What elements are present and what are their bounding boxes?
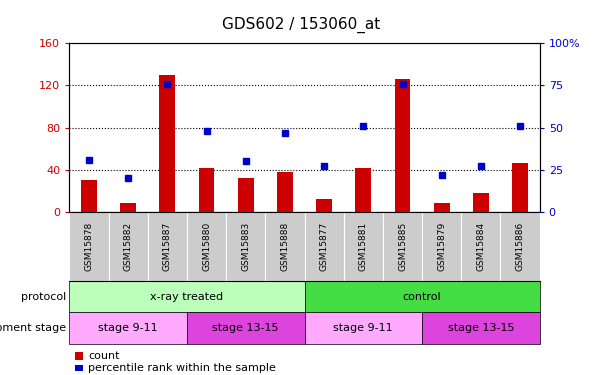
Text: GDS602 / 153060_at: GDS602 / 153060_at bbox=[223, 17, 380, 33]
Bar bbox=[198, 168, 215, 212]
Text: GSM15887: GSM15887 bbox=[163, 222, 172, 271]
Text: GSM15878: GSM15878 bbox=[84, 222, 93, 271]
Text: GSM15883: GSM15883 bbox=[241, 222, 250, 271]
Bar bbox=[513, 164, 528, 212]
Text: GSM15880: GSM15880 bbox=[202, 222, 211, 271]
Text: GSM15885: GSM15885 bbox=[398, 222, 407, 271]
Text: x-ray treated: x-ray treated bbox=[150, 292, 224, 302]
Bar bbox=[473, 193, 489, 212]
Bar bbox=[120, 203, 136, 212]
Text: ▶: ▶ bbox=[67, 292, 78, 302]
Bar bbox=[394, 79, 410, 212]
Bar bbox=[317, 199, 332, 212]
Text: stage 9-11: stage 9-11 bbox=[98, 323, 158, 333]
Text: count: count bbox=[88, 351, 119, 361]
Text: stage 9-11: stage 9-11 bbox=[333, 323, 393, 333]
Text: percentile rank within the sample: percentile rank within the sample bbox=[88, 363, 276, 373]
Text: stage 13-15: stage 13-15 bbox=[447, 323, 514, 333]
Bar bbox=[81, 180, 96, 212]
Text: control: control bbox=[403, 292, 441, 302]
Bar bbox=[238, 178, 254, 212]
Bar bbox=[434, 203, 450, 212]
Text: GSM15877: GSM15877 bbox=[320, 222, 329, 271]
Bar bbox=[356, 168, 371, 212]
Text: GSM15886: GSM15886 bbox=[516, 222, 525, 271]
Text: GSM15881: GSM15881 bbox=[359, 222, 368, 271]
Text: GSM15882: GSM15882 bbox=[124, 222, 133, 271]
Bar bbox=[159, 75, 175, 212]
Text: protocol: protocol bbox=[21, 292, 66, 302]
Bar bbox=[277, 172, 292, 212]
Text: development stage: development stage bbox=[0, 323, 66, 333]
Text: GSM15879: GSM15879 bbox=[437, 222, 446, 271]
Text: ▶: ▶ bbox=[67, 323, 78, 333]
Text: GSM15888: GSM15888 bbox=[280, 222, 289, 271]
Text: stage 13-15: stage 13-15 bbox=[212, 323, 279, 333]
Text: GSM15884: GSM15884 bbox=[476, 222, 485, 271]
